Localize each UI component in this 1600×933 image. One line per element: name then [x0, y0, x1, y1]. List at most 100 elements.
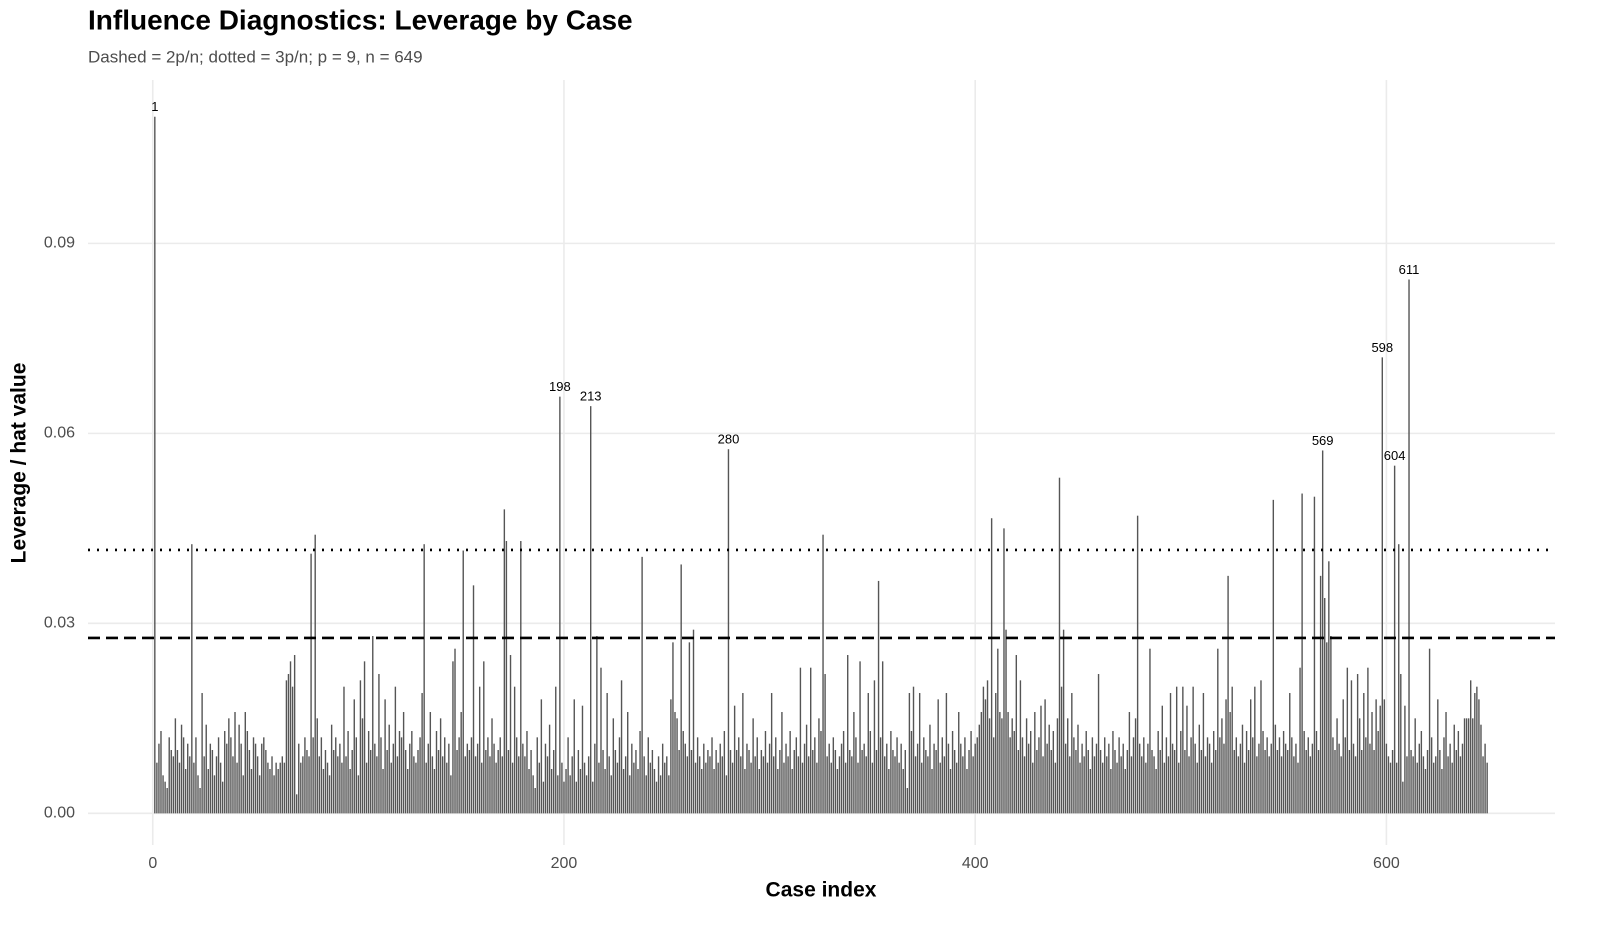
- bar: [581, 705, 584, 814]
- bar: [1067, 718, 1069, 814]
- bar: [250, 769, 253, 814]
- bar: [1381, 357, 1383, 814]
- bar: [302, 756, 304, 814]
- bar: [215, 756, 218, 814]
- bar: [176, 750, 179, 814]
- bar: [1143, 737, 1145, 814]
- bar: [962, 756, 964, 814]
- bar: [575, 781, 578, 814]
- bar: [267, 762, 269, 814]
- bar: [563, 781, 565, 814]
- bar: [1482, 756, 1484, 814]
- bar: [1009, 737, 1011, 814]
- bar: [807, 756, 810, 814]
- bar: [330, 724, 333, 814]
- bar: [380, 737, 382, 814]
- bar: [1373, 750, 1375, 814]
- bar: [174, 718, 177, 814]
- bar: [612, 718, 615, 814]
- bar: [1346, 667, 1349, 814]
- bar: [1167, 756, 1170, 814]
- bar: [1385, 743, 1388, 814]
- bar: [664, 762, 666, 814]
- bar: [1264, 750, 1266, 814]
- bar: [624, 756, 627, 814]
- bar: [1138, 743, 1141, 814]
- bar: [783, 762, 785, 814]
- bar: [583, 762, 586, 814]
- bar: [602, 750, 604, 814]
- bar: [995, 693, 997, 814]
- bar: [1330, 636, 1332, 814]
- bar: [503, 509, 506, 814]
- bar: [306, 750, 308, 814]
- bar: [435, 731, 438, 814]
- bar: [1104, 737, 1106, 814]
- bar: [308, 756, 310, 814]
- bar: [1352, 743, 1355, 814]
- reference-lines: [88, 548, 1555, 640]
- bar: [542, 781, 545, 814]
- bar: [1268, 756, 1270, 814]
- bar: [203, 756, 205, 814]
- bar: [187, 743, 189, 814]
- bar: [154, 116, 156, 814]
- bar: [162, 775, 164, 814]
- bar: [189, 756, 191, 814]
- bar: [489, 756, 491, 814]
- bar: [544, 743, 547, 814]
- bar: [791, 769, 793, 814]
- bar: [592, 781, 594, 814]
- bar: [1297, 762, 1299, 814]
- bar: [536, 737, 538, 814]
- bar: [1276, 750, 1279, 814]
- bar: [240, 743, 242, 814]
- bar: [1307, 737, 1309, 814]
- bar: [844, 762, 847, 814]
- bar: [947, 743, 950, 814]
- bar: [1093, 756, 1096, 814]
- bar: [1465, 718, 1468, 814]
- bar: [363, 661, 366, 814]
- bar: [620, 680, 623, 814]
- bar: [326, 762, 329, 814]
- bar: [955, 762, 958, 814]
- bar: [526, 731, 528, 814]
- bar: [199, 788, 201, 814]
- bar: [951, 731, 954, 814]
- bar: [513, 686, 516, 814]
- bar: [242, 775, 244, 814]
- bar: [836, 769, 839, 814]
- bar: [752, 718, 754, 814]
- bar: [655, 781, 658, 814]
- bar: [659, 775, 662, 814]
- bar: [522, 743, 524, 814]
- case-label: 280: [718, 432, 740, 447]
- bar: [707, 750, 709, 814]
- bar: [976, 737, 978, 814]
- bar: [191, 544, 193, 814]
- bar: [1208, 743, 1211, 814]
- bar: [1165, 737, 1168, 814]
- y-tick-label: 0.00: [44, 805, 75, 822]
- case-label: 213: [580, 389, 602, 404]
- bar: [1180, 731, 1182, 814]
- bar: [867, 693, 869, 814]
- bar: [1280, 756, 1283, 814]
- bar: [320, 737, 323, 814]
- bar: [273, 775, 275, 814]
- bar: [894, 756, 896, 814]
- bar: [254, 743, 257, 814]
- bar: [631, 743, 633, 814]
- x-tick-label: 0: [148, 855, 157, 872]
- bar: [1287, 750, 1289, 814]
- bar: [674, 712, 676, 814]
- bar: [764, 731, 767, 814]
- bar: [721, 756, 723, 814]
- bar: [561, 762, 563, 814]
- bar: [1229, 712, 1231, 814]
- bar: [515, 737, 518, 814]
- bar: [425, 762, 427, 814]
- bar: [1321, 450, 1324, 814]
- bar: [1356, 674, 1359, 814]
